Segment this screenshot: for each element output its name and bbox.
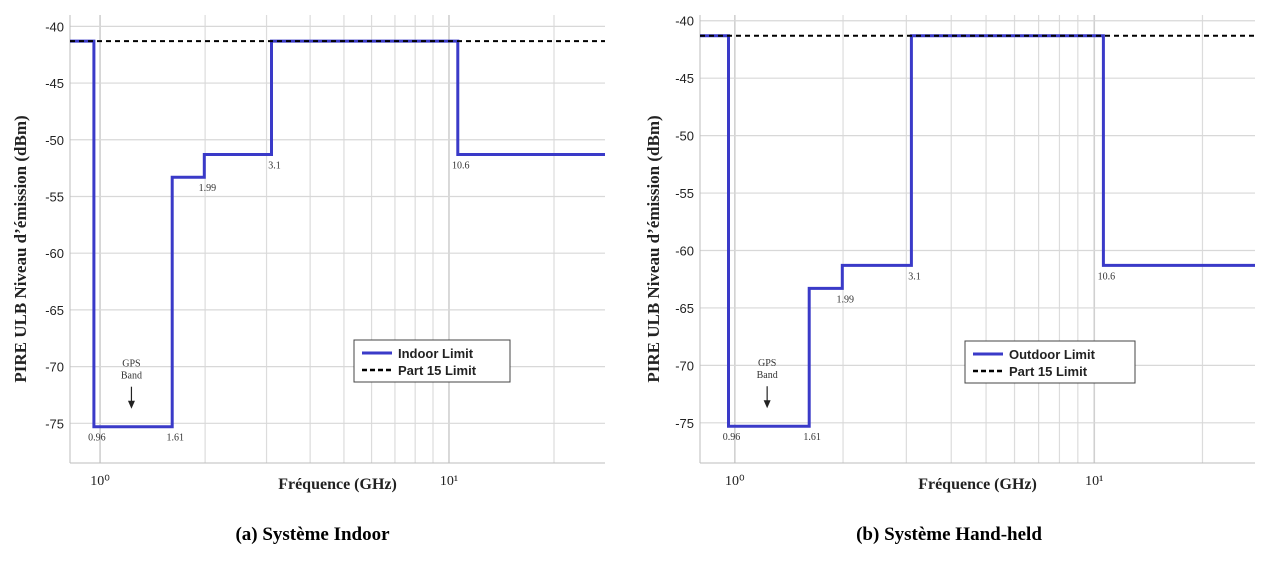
y-tick-label: -55 (675, 186, 694, 201)
breakpoint-label: 3.1 (268, 161, 281, 172)
breakpoint-label: 0.96 (88, 433, 106, 444)
x-tick-label: 10¹ (1085, 474, 1103, 489)
y-tick-label: -65 (675, 301, 694, 316)
chart-panel-indoor: -40 -45 -50 -55 -60 -65 -70 -75 10⁰ 10¹ Fréquence … (0, 0, 625, 562)
gps-band-label: Band (121, 371, 142, 382)
gps-arrow-head (763, 400, 771, 409)
x-axis-label: Fréquence (GHz) (918, 476, 1037, 493)
legend-box (964, 340, 1136, 384)
y-axis-label: PIRE ULB Niveau d’émission (dBm) (11, 115, 30, 382)
legend-box (353, 339, 511, 383)
y-tick-label: -60 (675, 243, 694, 258)
y-tick-label: -50 (675, 129, 694, 144)
y-tick-label: -65 (45, 303, 64, 318)
breakpoint-label: 1.61 (166, 433, 184, 444)
gps-arrow-head (127, 400, 135, 409)
breakpoint-label: 1.61 (803, 432, 821, 443)
breakpoint-label: 1.99 (837, 294, 855, 305)
series-line-limit (70, 39, 605, 429)
x-tick-label: 10⁰ (725, 474, 745, 489)
breakpoint-label: 10.6 (1098, 271, 1116, 282)
breakpoint-label: 1.99 (199, 183, 217, 194)
breakpoint-label: 0.96 (723, 432, 741, 443)
caption-indoor: (a) Système Indoor (235, 524, 390, 545)
y-tick-label: -40 (45, 19, 64, 34)
y-tick-label: -70 (45, 360, 64, 375)
legend-label: Part 15 Limit (1009, 364, 1088, 379)
y-tick-label: -45 (675, 71, 694, 86)
x-axis-label: Fréquence (GHz) (278, 476, 397, 493)
y-tick-label: -75 (45, 416, 64, 431)
gps-band-label: Band (757, 370, 778, 381)
y-tick-label: -50 (45, 133, 64, 148)
gps-band-label: GPS (122, 359, 140, 370)
y-tick-label: -60 (45, 246, 64, 261)
legend-label: Indoor Limit (398, 346, 474, 361)
series-line-limit (700, 34, 1255, 428)
y-tick-label: -70 (675, 358, 694, 373)
breakpoint-label: 3.1 (908, 271, 921, 282)
legend-label: Outdoor Limit (1009, 347, 1096, 362)
x-tick-label: 10⁰ (90, 474, 110, 489)
y-axis-label: PIRE ULB Niveau d’émission (dBm) (644, 115, 663, 382)
y-tick-label: -45 (45, 76, 64, 91)
y-tick-label: -55 (45, 189, 64, 204)
chart-svg-handheld: -40 -45 -50 -55 -60 -65 -70 -75 10⁰ 10¹ Fréquence … (644, 14, 1255, 493)
caption-handheld: (b) Système Hand-held (856, 524, 1042, 545)
chart-svg-indoor: -40 -45 -50 -55 -60 -65 -70 -75 10⁰ 10¹ Fréquence … (11, 15, 605, 493)
gps-band-label: GPS (758, 358, 776, 369)
x-tick-label: 10¹ (440, 474, 458, 489)
breakpoint-label: 10.6 (452, 161, 470, 172)
plot-area (70, 15, 605, 463)
legend-label: Part 15 Limit (398, 363, 477, 378)
y-tick-label: -75 (675, 416, 694, 431)
y-tick-label: -40 (675, 14, 694, 29)
plot-area (700, 15, 1255, 463)
chart-panel-handheld: -40 -45 -50 -55 -60 -65 -70 -75 10⁰ 10¹ Fréquence … (635, 0, 1263, 562)
